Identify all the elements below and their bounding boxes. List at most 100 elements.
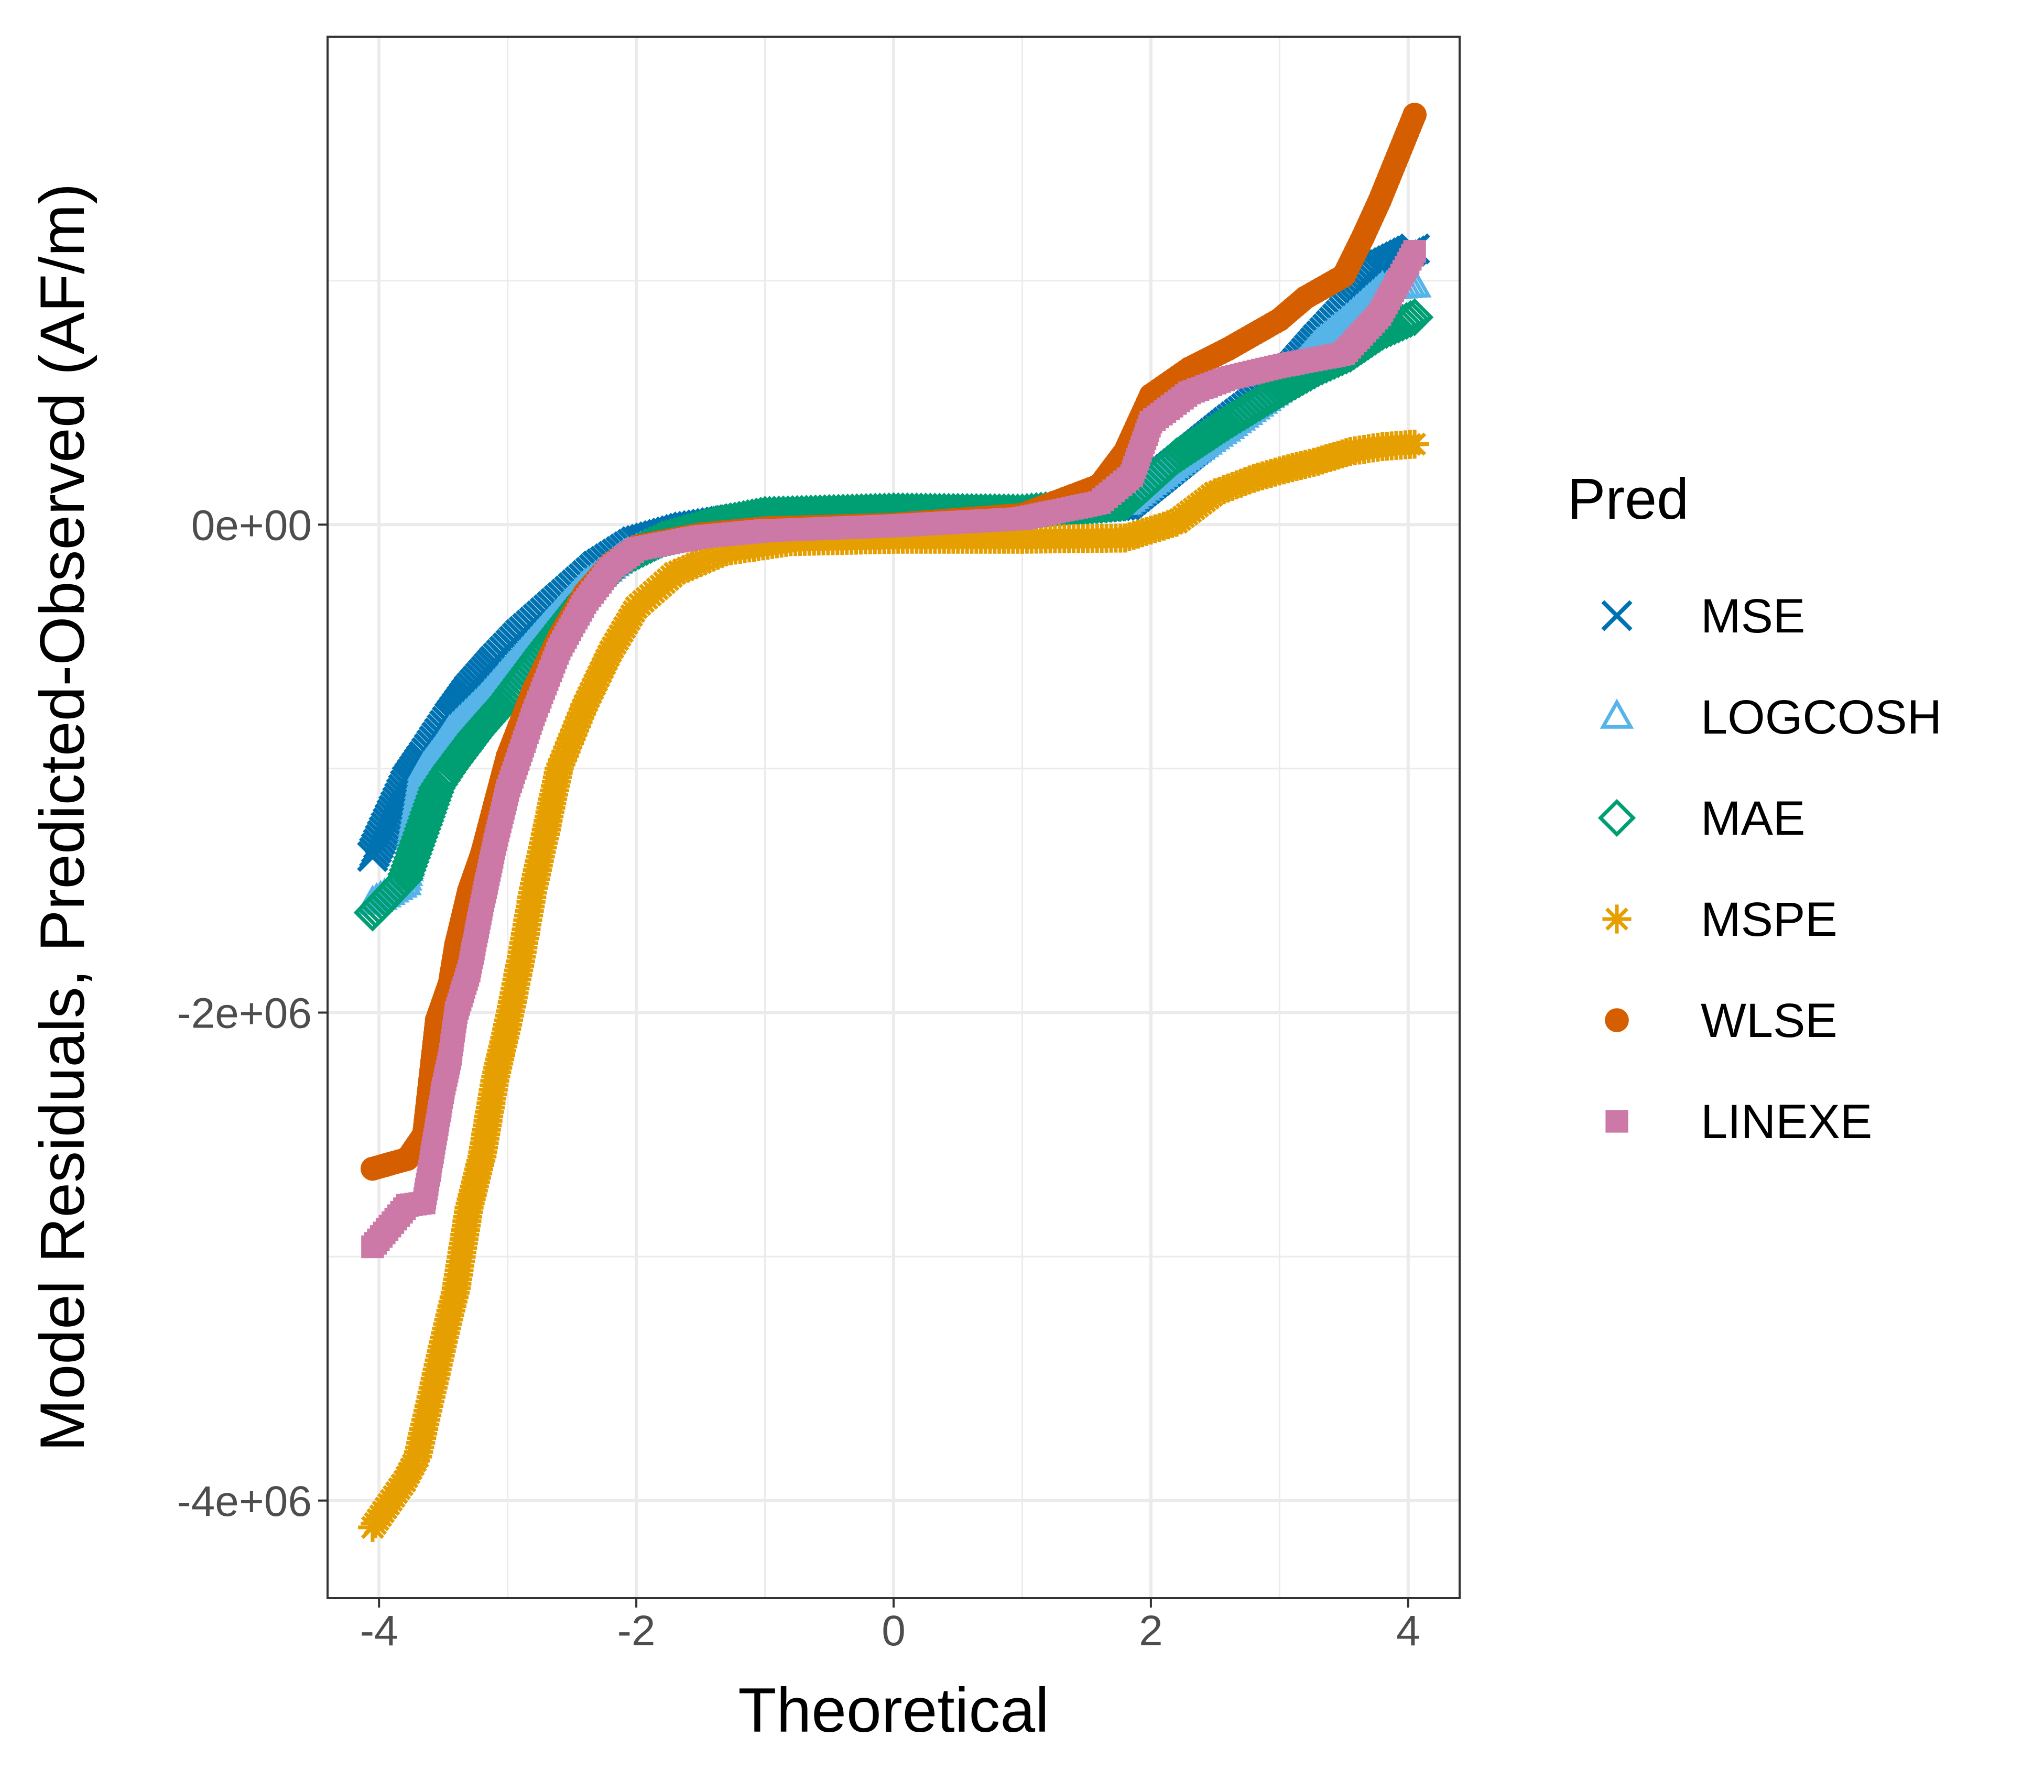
- x-tick-label: -2: [617, 1607, 656, 1655]
- data-point: [573, 591, 596, 614]
- data-point: [1120, 464, 1143, 487]
- legend-label: MSPE: [1701, 893, 1838, 946]
- data-point: [506, 947, 535, 976]
- data-point: [1332, 342, 1355, 365]
- legend-label: LINEXE: [1701, 1095, 1872, 1149]
- data-point: [879, 525, 908, 554]
- data-point: [625, 538, 648, 561]
- data-point: [1216, 337, 1240, 361]
- legend-key-circle: [1605, 1008, 1629, 1032]
- data-point: [407, 750, 441, 781]
- legend: Pred MSE LOGCOSH MAE MSPE WLSE LINEXE: [1567, 467, 1942, 1149]
- data-point: [358, 1513, 387, 1542]
- data-point: [522, 703, 545, 727]
- data-point: [1239, 464, 1268, 493]
- data-point: [405, 805, 443, 844]
- legend-item-wlse: WLSE: [1605, 994, 1838, 1047]
- data-point: [1400, 429, 1429, 459]
- data-point: [456, 715, 495, 753]
- data-point: [1209, 403, 1247, 441]
- data-point: [403, 1442, 432, 1471]
- data-series: [353, 103, 1434, 1542]
- data-point: [412, 1192, 436, 1215]
- data-point: [1335, 436, 1365, 466]
- data-point: [1293, 286, 1318, 310]
- data-point: [1368, 432, 1397, 461]
- data-point: [596, 637, 625, 666]
- data-point: [599, 557, 622, 580]
- data-point: [467, 1142, 497, 1171]
- data-point: [1139, 411, 1162, 434]
- data-point: [438, 1047, 461, 1070]
- legend-key-asterisk: [1602, 904, 1632, 934]
- data-point: [488, 679, 527, 717]
- data-point: [1216, 367, 1240, 390]
- data-point: [353, 893, 392, 932]
- data-point: [444, 1001, 468, 1024]
- legend-label: LOGCOSH: [1701, 691, 1942, 744]
- data-point: [570, 691, 600, 720]
- data-point: [1265, 456, 1294, 486]
- x-tick-label: -4: [360, 1607, 398, 1655]
- data-point: [1007, 525, 1037, 554]
- data-point: [548, 638, 571, 661]
- legend-label: MSE: [1701, 589, 1805, 643]
- data-point: [1332, 264, 1356, 288]
- legend-item-mse: MSE: [1601, 589, 1805, 643]
- data-point: [1111, 523, 1140, 553]
- legend-item-mspe: MSPE: [1602, 893, 1838, 946]
- x-tick-label: 4: [1396, 1607, 1420, 1655]
- data-point: [1177, 356, 1202, 381]
- data-point: [1395, 298, 1434, 336]
- data-point: [1368, 188, 1392, 212]
- data-point: [493, 1010, 523, 1040]
- data-point: [361, 1235, 384, 1259]
- data-point: [361, 1156, 385, 1181]
- x-axis-title: Theoretical: [738, 1675, 1049, 1745]
- data-point: [1268, 354, 1291, 378]
- data-point: [454, 1193, 484, 1222]
- data-point: [480, 1066, 509, 1096]
- data-point: [1403, 240, 1426, 263]
- data-point: [712, 537, 741, 566]
- data-point: [390, 1466, 419, 1496]
- data-point: [1368, 303, 1391, 326]
- data-point: [689, 525, 712, 549]
- data-point: [1260, 371, 1299, 410]
- data-point: [1402, 103, 1427, 127]
- legend-item-linexe: LINEXE: [1605, 1095, 1872, 1149]
- data-point: [1010, 507, 1034, 530]
- data-point: [357, 840, 388, 872]
- data-point: [1157, 437, 1196, 476]
- data-point: [432, 1077, 455, 1100]
- data-point: [1178, 381, 1201, 405]
- legend-key-triangle: [1600, 698, 1634, 729]
- data-point: [483, 833, 506, 856]
- x-tick-label: 2: [1139, 1607, 1163, 1655]
- series-mspe: [358, 429, 1429, 1542]
- x-tick-label: 0: [882, 1607, 906, 1655]
- data-point: [395, 1147, 419, 1171]
- legend-title: Pred: [1567, 467, 1689, 531]
- data-point: [1267, 308, 1292, 332]
- plot-panel: [327, 36, 1461, 1599]
- data-point: [386, 859, 424, 898]
- data-point: [432, 714, 467, 744]
- data-point: [622, 593, 651, 622]
- y-tick-label: -2e+06: [177, 990, 312, 1037]
- data-point: [660, 559, 690, 588]
- data-point: [1088, 491, 1111, 514]
- legend-item-mae: MAE: [1597, 792, 1805, 845]
- data-point: [1201, 478, 1230, 508]
- data-point: [519, 873, 548, 903]
- data-point: [545, 754, 574, 783]
- data-point: [1303, 446, 1333, 476]
- legend-key-diamond: [1597, 799, 1636, 837]
- legend-item-logcosh: LOGCOSH: [1600, 691, 1942, 744]
- legend-key-square: [1605, 1110, 1628, 1133]
- series-linexe: [361, 240, 1426, 1259]
- y-tick-label: -4e+06: [177, 1478, 312, 1525]
- legend-key-x: [1601, 600, 1633, 631]
- data-point: [431, 749, 469, 788]
